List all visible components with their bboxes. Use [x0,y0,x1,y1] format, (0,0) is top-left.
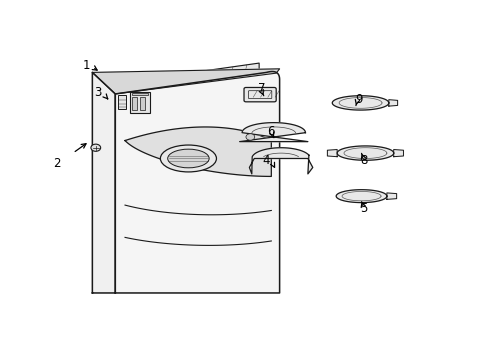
Polygon shape [249,148,312,174]
Polygon shape [332,96,388,110]
Bar [130,92,150,113]
Text: 8: 8 [360,154,367,167]
Bar [140,97,144,111]
Polygon shape [337,146,393,160]
Text: 2: 2 [53,157,61,170]
Polygon shape [327,149,336,157]
FancyBboxPatch shape [244,87,276,102]
Text: 3: 3 [94,86,102,99]
Polygon shape [107,63,259,91]
Polygon shape [336,190,386,203]
Bar [132,97,137,111]
Polygon shape [103,87,107,91]
Polygon shape [92,72,115,293]
Text: 1: 1 [82,59,90,72]
Text: 9: 9 [355,93,362,106]
Polygon shape [115,72,279,293]
Bar [118,95,126,109]
Polygon shape [388,100,397,106]
Text: 5: 5 [360,202,367,215]
Ellipse shape [160,145,216,172]
Circle shape [91,144,101,151]
Ellipse shape [167,149,209,168]
Bar [132,93,148,95]
Polygon shape [92,69,279,94]
Circle shape [245,134,254,140]
Polygon shape [125,127,271,176]
Text: 4: 4 [262,154,270,167]
Polygon shape [239,123,307,141]
Polygon shape [393,149,403,157]
Text: 7: 7 [257,82,265,95]
Polygon shape [386,193,396,199]
Text: 6: 6 [267,125,275,138]
